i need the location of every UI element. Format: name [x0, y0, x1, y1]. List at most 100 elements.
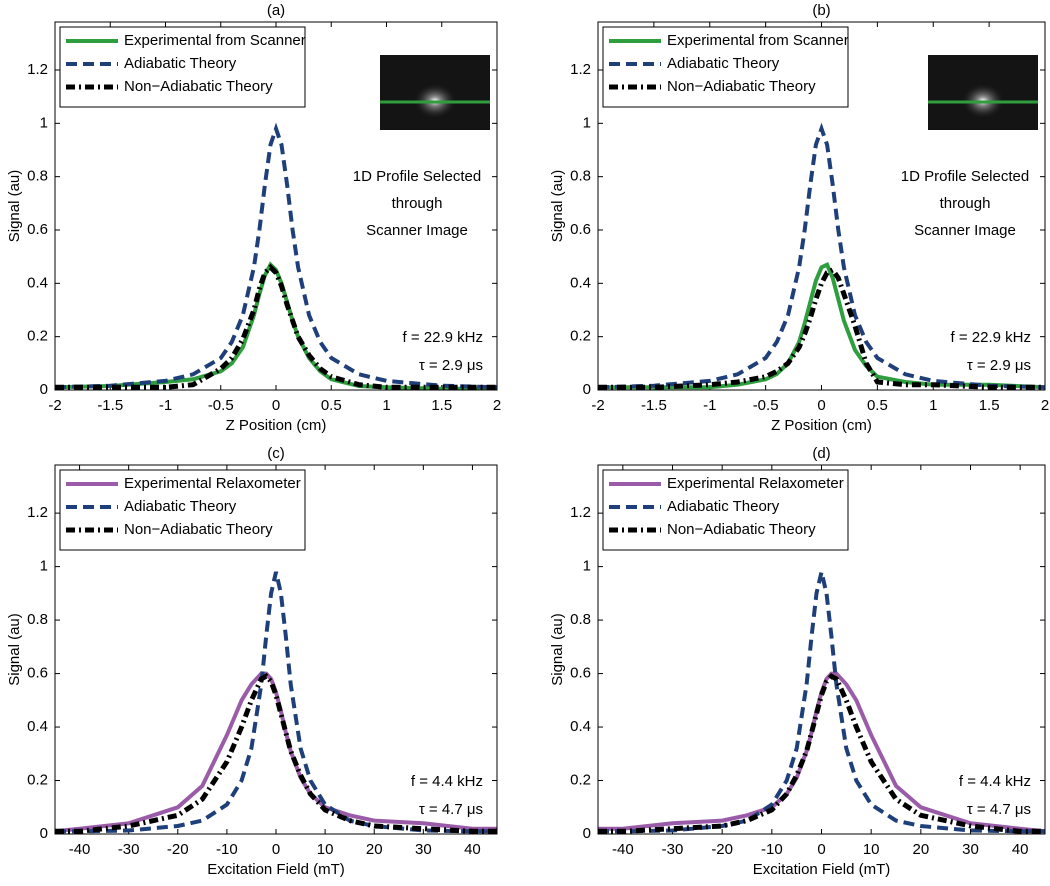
panel-title: (a): [267, 2, 285, 19]
panel: 0 0.2 0.4 0.6 0.8 1 1.2 -2 -1.5 -1 -0.5 0 0.5 1 1.5 2 Ex…: [549, 2, 1049, 434]
inset-caption: through: [940, 195, 991, 212]
panel-title: (c): [267, 445, 285, 462]
x-tick-label: -10: [761, 841, 783, 858]
series-line: [55, 571, 497, 834]
x-tick-label: 0.5: [321, 397, 342, 414]
y-tick-label: 0.6: [27, 665, 48, 682]
annotation: f = 22.9 kHz: [951, 329, 1031, 346]
x-tick-label: 1: [929, 397, 937, 414]
panel: 0 0.2 0.4 0.6 0.8 1 1.2 -40 -30 -20 -10 0 10 20 30 40 Ex…: [6, 445, 498, 878]
inset-caption: 1D Profile Selected: [353, 168, 481, 185]
y-tick-label: 0.6: [570, 221, 591, 238]
x-tick-label: 0: [817, 397, 825, 414]
legend-label: Experimental from Scanner: [667, 32, 849, 49]
x-tick-label: 0: [272, 397, 280, 414]
series-line: [598, 262, 1045, 390]
x-tick-label: 1.5: [979, 397, 1000, 414]
x-tick-label: 20: [366, 841, 383, 858]
x-axis-label: Excitation Field (mT): [753, 861, 891, 878]
annotation: f = 4.4 kHz: [959, 773, 1031, 790]
legend-label: Non−Adiabatic Theory: [124, 78, 273, 95]
y-tick-label: 0: [40, 381, 48, 398]
annotation: f = 22.9 kHz: [403, 329, 483, 346]
x-tick-label: 1: [382, 397, 390, 414]
legend-label: Adiabatic Theory: [124, 498, 237, 515]
series-line: [55, 122, 497, 390]
y-tick-label: 0: [40, 825, 48, 842]
legend-label: Adiabatic Theory: [667, 55, 780, 72]
x-tick-label: -1: [159, 397, 172, 414]
y-tick-label: 0.2: [27, 771, 48, 788]
x-tick-label: -2: [48, 397, 61, 414]
annotation: τ = 4.7 μs: [419, 801, 483, 818]
y-tick-label: 0.8: [27, 611, 48, 628]
annotation: τ = 4.7 μs: [967, 801, 1031, 818]
annotation: τ = 2.9 μs: [419, 357, 483, 374]
y-tick-label: 1.2: [570, 61, 591, 78]
panel-title: (b): [812, 2, 830, 19]
inset-caption: 1D Profile Selected: [901, 168, 1029, 185]
x-tick-label: -30: [118, 841, 140, 858]
y-tick-label: 0.4: [570, 274, 591, 291]
y-tick-label: 1: [583, 114, 591, 131]
x-tick-label: 30: [415, 841, 432, 858]
x-tick-label: 10: [863, 841, 880, 858]
y-tick-label: 0.8: [570, 611, 591, 628]
x-tick-label: 40: [1012, 841, 1029, 858]
plot-frame: [597, 464, 1046, 835]
annotation: f = 4.4 kHz: [411, 773, 483, 790]
y-tick-label: 1: [40, 114, 48, 131]
x-tick-label: -20: [167, 841, 189, 858]
x-tick-label: -1: [703, 397, 716, 414]
y-tick-label: 1.2: [570, 504, 591, 521]
x-tick-label: -10: [216, 841, 238, 858]
y-tick-label: 0.2: [570, 328, 591, 345]
y-axis-label: Signal (au): [6, 613, 23, 686]
legend-label: Adiabatic Theory: [124, 55, 237, 72]
y-tick-label: 0.4: [27, 274, 48, 291]
legend-label: Adiabatic Theory: [667, 498, 780, 515]
legend-label: Experimental Relaxometer: [124, 475, 301, 492]
series-line: [55, 263, 497, 390]
y-tick-label: 1.2: [27, 61, 48, 78]
series-line: [598, 122, 1045, 390]
x-tick-label: 40: [464, 841, 481, 858]
x-tick-label: 10: [317, 841, 334, 858]
x-axis-label: Z Position (cm): [771, 417, 872, 434]
legend-label: Non−Adiabatic Theory: [124, 521, 273, 538]
annotation: τ = 2.9 μs: [967, 357, 1031, 374]
x-tick-label: -40: [612, 841, 634, 858]
inset-caption: Scanner Image: [366, 222, 468, 239]
y-tick-label: 1: [583, 558, 591, 575]
x-tick-label: -30: [662, 841, 684, 858]
y-axis-label: Signal (au): [549, 170, 566, 243]
y-tick-label: 0.4: [570, 718, 591, 735]
x-tick-label: 2: [493, 397, 501, 414]
x-tick-label: -40: [69, 841, 91, 858]
y-tick-label: 0.4: [27, 718, 48, 735]
legend-label: Non−Adiabatic Theory: [667, 78, 816, 95]
y-tick-label: 0.6: [570, 665, 591, 682]
x-tick-label: 1.5: [431, 397, 452, 414]
y-tick-label: 0.6: [27, 221, 48, 238]
x-tick-label: -20: [711, 841, 733, 858]
x-tick-label: -1.5: [97, 397, 123, 414]
x-axis-label: Excitation Field (mT): [207, 861, 345, 878]
plot-frame: [54, 464, 498, 835]
y-tick-label: 0.8: [27, 168, 48, 185]
x-tick-label: 2: [1041, 397, 1049, 414]
x-tick-label: 0: [817, 841, 825, 858]
panel: 0 0.2 0.4 0.6 0.8 1 1.2 -40 -30 -20 -10 0 10 20 30 40 Ex…: [549, 445, 1046, 878]
x-tick-label: -0.5: [753, 397, 779, 414]
y-tick-label: 0.2: [27, 328, 48, 345]
legend-label: Non−Adiabatic Theory: [667, 521, 816, 538]
x-axis-label: Z Position (cm): [226, 417, 327, 434]
y-tick-label: 1: [40, 558, 48, 575]
y-tick-label: 0.2: [570, 771, 591, 788]
x-tick-label: 30: [962, 841, 979, 858]
inset-caption: through: [392, 195, 443, 212]
y-tick-label: 0.8: [570, 168, 591, 185]
x-tick-label: -2: [591, 397, 604, 414]
y-tick-label: 0: [583, 381, 591, 398]
